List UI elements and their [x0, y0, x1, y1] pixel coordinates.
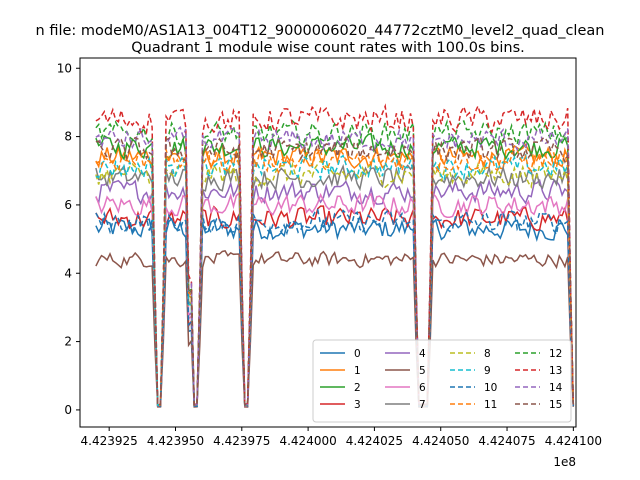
legend-label-6: 6 — [419, 382, 426, 394]
series-line-9 — [95, 153, 575, 407]
y-tick-label: 0 — [64, 403, 72, 417]
series-line-2 — [95, 132, 575, 406]
legend-label-12: 12 — [549, 348, 562, 360]
series-line-13 — [95, 103, 575, 406]
series-line-0 — [95, 214, 575, 408]
axes-frame — [79, 57, 577, 428]
legend-label-10: 10 — [484, 382, 497, 394]
series-line-4 — [95, 178, 575, 407]
legend-label-9: 9 — [484, 365, 491, 377]
x-tick-label: 4.423950 — [147, 434, 204, 448]
x-tick-label: 4.424050 — [412, 434, 469, 448]
series-line-11 — [95, 146, 575, 406]
legend-label-14: 14 — [549, 382, 563, 394]
series-line-10 — [95, 208, 575, 408]
x-tick-label: 4.423925 — [81, 434, 138, 448]
legend-label-13: 13 — [549, 365, 562, 377]
series-line-1 — [95, 142, 575, 406]
y-tick-label: 2 — [64, 335, 72, 349]
x-tick-label: 4.424075 — [478, 434, 535, 448]
series-line-7 — [95, 163, 575, 407]
series-line-5 — [95, 250, 575, 408]
legend-label-3: 3 — [354, 399, 361, 411]
y-tick-label: 4 — [64, 266, 72, 280]
x-tick-label: 4.423975 — [213, 434, 270, 448]
series-line-6 — [95, 191, 575, 407]
figure-suptitle: n file: modeM0/AS1A13_004T12_9000006020_… — [36, 23, 605, 39]
legend-label-8: 8 — [484, 348, 491, 360]
x-tick-label: 4.424000 — [279, 434, 336, 448]
y-tick-label: 10 — [57, 61, 72, 75]
x-tick-label: 4.424100 — [545, 434, 602, 448]
series-line-12 — [95, 119, 575, 406]
legend-box — [312, 339, 572, 423]
y-tick-label: 8 — [64, 130, 72, 144]
x-offset-label: 1e8 — [553, 455, 576, 469]
legend-label-0: 0 — [354, 348, 361, 360]
chart-title: Quadrant 1 module wise count rates with … — [131, 40, 525, 56]
legend-label-5: 5 — [419, 365, 426, 377]
x-tick-label: 4.424025 — [346, 434, 403, 448]
legend-label-7: 7 — [419, 399, 426, 411]
legend-label-1: 1 — [354, 365, 361, 377]
y-tick-label: 6 — [64, 198, 72, 212]
legend-label-15: 15 — [549, 399, 562, 411]
legend-label-11: 11 — [484, 399, 497, 411]
legend-label-2: 2 — [354, 382, 361, 394]
legend-label-4: 4 — [419, 348, 426, 360]
